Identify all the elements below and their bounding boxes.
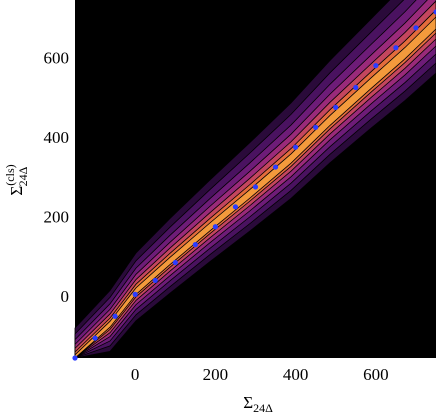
- y-tick-label: 400: [44, 128, 70, 147]
- point: [192, 242, 198, 248]
- point: [353, 84, 359, 91]
- x-tick-label: 200: [203, 365, 229, 384]
- y-tick-label: 200: [44, 208, 70, 227]
- point: [172, 259, 178, 266]
- point: [313, 124, 319, 130]
- point: [92, 335, 98, 341]
- x-label-base: Σ: [243, 393, 253, 412]
- y-tick-label: 0: [61, 287, 70, 306]
- point: [272, 164, 279, 170]
- point: [232, 204, 239, 210]
- y-label-base: Σ: [7, 186, 26, 196]
- point: [413, 25, 419, 31]
- point: [252, 184, 259, 190]
- point: [72, 355, 78, 361]
- y-label-sup: (cls): [3, 164, 17, 185]
- point: [373, 63, 379, 69]
- point: [152, 277, 158, 284]
- marks: [72, 9, 436, 361]
- point: [433, 9, 436, 15]
- point: [112, 313, 118, 319]
- x-tick-label: 0: [131, 365, 140, 384]
- point: [393, 45, 399, 51]
- point: [293, 144, 299, 150]
- x-tick-label: 400: [283, 365, 309, 384]
- x-axis-label: Σ24Δ: [243, 393, 273, 415]
- x-label-sub: 24Δ: [253, 401, 273, 415]
- density-band: [74, 9, 436, 359]
- y-tick-label: 600: [44, 49, 70, 68]
- y-label-sub: 24Δ: [16, 166, 30, 186]
- x-tick-label: 600: [363, 365, 389, 384]
- y-axis-label: Σ(cls)24Δ: [3, 164, 30, 195]
- point: [333, 104, 339, 110]
- point: [212, 224, 218, 230]
- point: [132, 291, 138, 297]
